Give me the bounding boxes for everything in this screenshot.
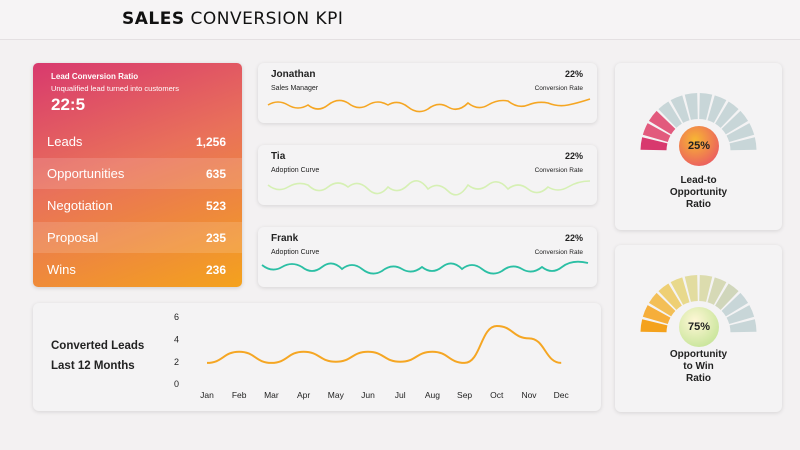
opportunity-to-win-gauge-card: 75% Opportunity to Win Ratio (615, 245, 782, 412)
funnel-row-label: Wins (47, 262, 76, 277)
x-tick-label: Feb (232, 390, 247, 400)
y-tick-label: 6 (174, 312, 179, 322)
funnel-row-value: 523 (205, 198, 226, 213)
x-tick-label: Sep (457, 390, 472, 400)
gauge-segment (658, 101, 682, 128)
converted-leads-chart: 6 4 2 0 Jan Feb Mar Apr May Jun Jul Aug Sep Oct Nov Dec (174, 312, 570, 400)
person-name: Frank (271, 233, 299, 244)
lead-conversion-ratio: 22:5 (51, 95, 86, 114)
sparkline-path (261, 260, 589, 275)
sparkline-path (267, 180, 591, 196)
funnel-row-wins: Wins 236 (33, 254, 242, 285)
x-tick-label: Mar (264, 390, 279, 400)
series-line (206, 325, 562, 364)
x-tick-label: Apr (297, 390, 310, 400)
gauge-segment (684, 275, 698, 302)
gauge-segment (670, 277, 690, 305)
gauge-label: Opportunity to Win Ratio (669, 349, 728, 384)
gauge-segment (726, 305, 755, 325)
x-tick-label: May (328, 390, 345, 400)
funnel-row-label: Leads (47, 134, 83, 149)
x-tick-label: Oct (490, 390, 504, 400)
sparkline (267, 98, 591, 113)
gauge-segment (642, 123, 671, 143)
gauge-segment (699, 93, 713, 120)
x-tick-label: Nov (521, 390, 537, 400)
sparkline (267, 180, 591, 196)
page-title: SALES CONVERSION KPI (122, 9, 344, 29)
funnel-row-leads: Leads 1,256 (33, 126, 242, 157)
y-tick-label: 4 (174, 335, 179, 345)
person-name: Tia (271, 151, 286, 162)
y-tick-label: 2 (174, 357, 179, 367)
sparkline (261, 260, 589, 275)
gauge-segment (640, 137, 668, 151)
sparkline-path (267, 98, 591, 113)
gauge-segment (699, 275, 713, 302)
person-role: Adoption Curve (271, 249, 320, 256)
gauge-segment (707, 277, 727, 305)
funnel-row-value: 1,256 (195, 134, 226, 149)
funnel-row-value: 635 (205, 166, 226, 181)
gauge-segment (670, 95, 690, 123)
x-tick-label: Jul (395, 390, 406, 400)
converted-leads-card: Converted Leads Last 12 Months 6 4 2 0 Jan Fe… (33, 303, 601, 411)
conversion-percent: 22% (564, 151, 583, 161)
funnel-row-proposal: Proposal 235 (33, 222, 242, 253)
gauge-segment (648, 292, 676, 317)
gauge-segment (715, 283, 739, 310)
person-card-frank: Frank Adoption Curve 22% Conversion Rate (258, 227, 597, 287)
header-bar: SALES CONVERSION KPI (0, 0, 800, 40)
gauge-segment (721, 292, 749, 317)
lead-to-opportunity-gauge-card: 25% Lead-to Opportunity Ratio (615, 63, 782, 230)
gauge-value: 75% (679, 307, 719, 347)
gauge-segment (721, 110, 749, 135)
conversion-percent: 22% (564, 69, 583, 79)
gauge (640, 275, 757, 333)
person-role: Adoption Curve (271, 167, 320, 174)
conversion-rate-label: Conversion Rate (534, 85, 583, 92)
conversion-percent: 22% (564, 233, 583, 243)
y-tick-label: 0 (174, 379, 179, 389)
person-card-tia: Tia Adoption Curve 22% Conversion Rate (258, 145, 597, 205)
x-tick-label: Dec (554, 390, 570, 400)
lead-conversion-card: Lead Conversion Ratio Unqualified lead t… (33, 63, 242, 287)
x-tick-label: Jan (200, 390, 214, 400)
conversion-rate-label: Conversion Rate (534, 249, 583, 256)
person-role: Sales Manager (271, 85, 319, 92)
person-name: Jonathan (271, 69, 316, 80)
x-tick-label: Aug (425, 390, 440, 400)
lead-conversion-subtitle: Unqualified lead turned into customers (51, 84, 179, 93)
gauge-label: Lead-to Opportunity Ratio (669, 175, 728, 210)
gauge-segment (715, 101, 739, 128)
lead-conversion-title: Lead Conversion Ratio (51, 72, 139, 81)
conversion-rate-label: Conversion Rate (534, 167, 583, 174)
x-tick-label: Jun (361, 390, 375, 400)
gauge-segment (707, 95, 727, 123)
gauge-segment (658, 283, 682, 310)
gauge-segment (642, 305, 671, 325)
gauge-value: 25% (679, 126, 719, 166)
gauge-segment (726, 123, 755, 143)
gauge-segment (640, 319, 668, 333)
gauge-segment (729, 319, 757, 333)
funnel-row-label: Opportunities (47, 166, 125, 181)
gauge (640, 93, 757, 151)
funnel-row-opportunities: Opportunities 635 (33, 158, 242, 189)
funnel-row-label: Proposal (47, 230, 99, 245)
gauge-segment (729, 137, 757, 151)
gauge-segment (648, 110, 676, 135)
funnel-row-label: Negotiation (47, 198, 113, 213)
funnel-row-value: 236 (205, 262, 226, 277)
funnel-row-value: 235 (205, 230, 226, 245)
person-card-jonathan: Jonathan Sales Manager 22% Conversion Ra… (258, 63, 597, 123)
gauge-segment (684, 93, 698, 120)
funnel-row-negotiation: Negotiation 523 (33, 190, 242, 221)
converted-leads-title: Converted Leads Last 12 Months (51, 340, 145, 372)
